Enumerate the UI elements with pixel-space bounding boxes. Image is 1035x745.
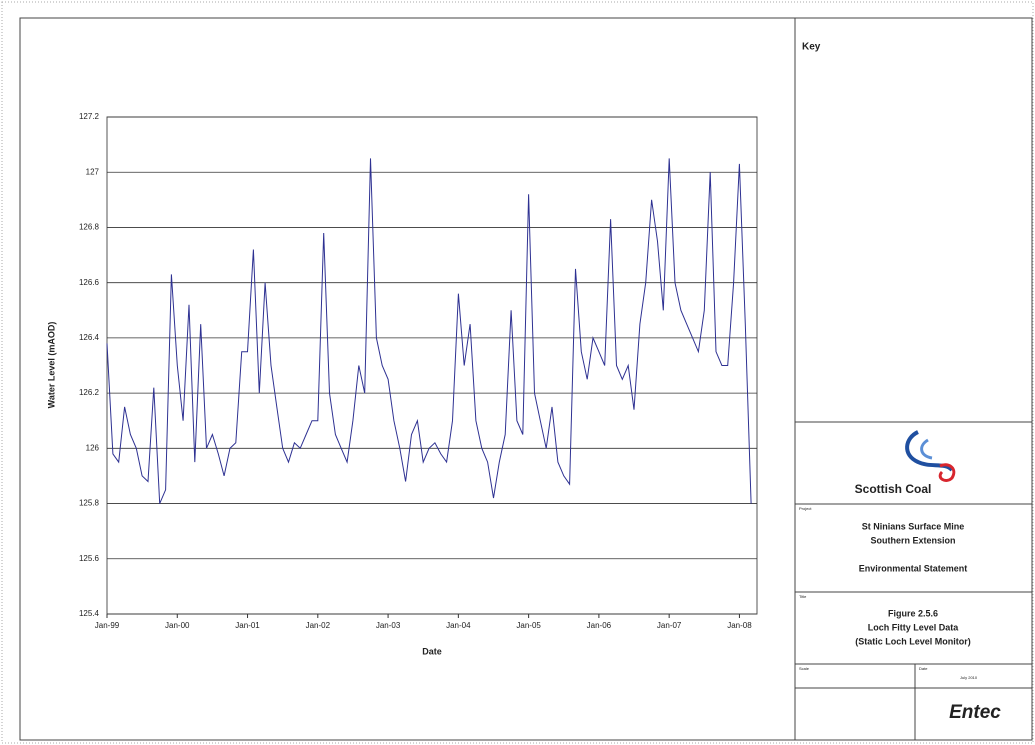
title-line: (Static Loch Level Monitor) [855, 636, 971, 646]
y-tick-label: 126 [86, 443, 100, 452]
date-value: July 2010 [960, 675, 978, 680]
x-tick-label: Jan-08 [727, 621, 752, 630]
y-tick-label: 126.6 [79, 278, 100, 287]
frame [19, 17, 1033, 741]
field-label: Date [919, 666, 928, 671]
x-tick-label: Jan-02 [306, 621, 331, 630]
y-tick-label: 126.2 [79, 388, 100, 397]
y-tick-label: 125.4 [79, 609, 100, 618]
key-label: Key [802, 42, 821, 53]
project-line: Environmental Statement [859, 563, 968, 573]
x-tick-label: Jan-04 [446, 621, 471, 630]
x-tick-label: Jan-07 [657, 621, 682, 630]
y-tick-label: 126.4 [79, 333, 100, 342]
title-line: Figure 2.5.6 [888, 608, 938, 618]
logo-mark [905, 430, 956, 482]
x-tick-label: Jan-01 [235, 621, 260, 630]
x-axis-title: Date [422, 646, 442, 656]
data-line [106, 158, 752, 504]
x-tick-label: Jan-03 [376, 621, 401, 630]
y-tick-label: 125.8 [79, 499, 100, 508]
field-label: Project [799, 506, 812, 511]
x-tick-label: Jan-99 [95, 621, 120, 630]
x-tick-label: Jan-05 [516, 621, 541, 630]
y-tick-label: 127.2 [79, 112, 100, 121]
y-axis-title: Water Level (mAOD) [46, 322, 56, 409]
field-label: Scale [799, 666, 810, 671]
x-tick-label: Jan-00 [165, 621, 190, 630]
y-tick-label: 127 [86, 167, 100, 176]
y-tick-label: 126.8 [79, 223, 100, 232]
title-line: Loch Fitty Level Data [868, 622, 960, 632]
plot-area [106, 116, 758, 615]
project-line: Southern Extension [870, 535, 955, 545]
company-name: Entec [949, 702, 1001, 723]
logo-text: Scottish Coal [855, 482, 932, 496]
project-line: St Ninians Surface Mine [862, 521, 965, 531]
field-label: Title [799, 594, 807, 599]
x-tick-label: Jan-06 [587, 621, 612, 630]
y-tick-label: 125.6 [79, 554, 100, 563]
